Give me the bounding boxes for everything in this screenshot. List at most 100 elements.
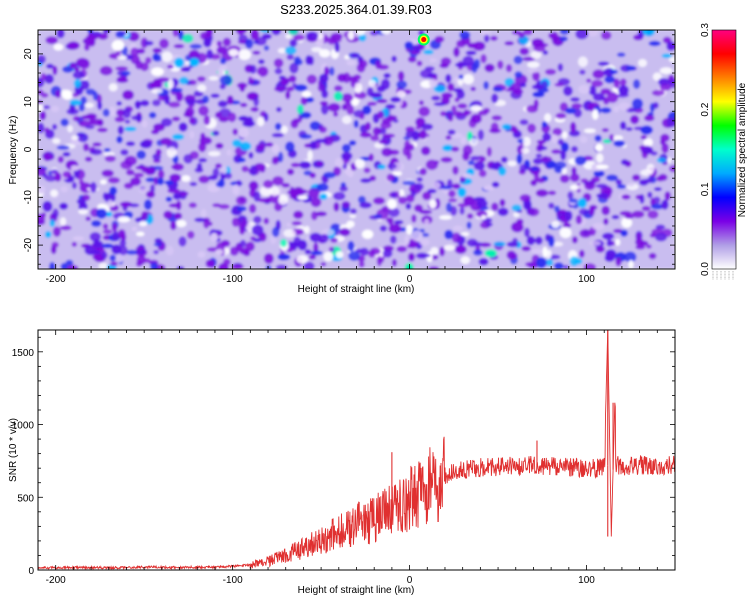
heatmap-cell: [521, 245, 531, 252]
heatmap-cell: [347, 30, 355, 40]
heatmap-x-label: Height of straight line (km): [298, 284, 415, 295]
heatmap-cell: [296, 255, 309, 264]
heatmap-cell: [480, 54, 487, 64]
heatmap-cell: [218, 178, 225, 188]
heatmap-cell: [90, 181, 97, 193]
heatmap-cell: [592, 109, 599, 120]
heatmap-cell: [572, 236, 578, 244]
heatmap-cell: [364, 121, 372, 131]
heatmap-cell: [414, 204, 423, 213]
heatmap-cell: [579, 69, 586, 75]
heatmap-cell: [367, 101, 378, 107]
heatmap-cell: [587, 30, 599, 37]
x-tick-label: 0: [407, 575, 413, 586]
heatmap-cell: [532, 91, 545, 98]
heatmap-cell: [112, 230, 120, 242]
heatmap-cell: [498, 166, 507, 176]
heatmap-cell: [650, 203, 664, 210]
heatmap-cell: [172, 192, 182, 200]
heatmap-cell: [223, 258, 231, 266]
chart-title: S233.2025.364.01.39.R03: [280, 2, 432, 17]
heatmap-cell: [445, 135, 452, 140]
heatmap-cell: [210, 93, 220, 99]
heatmap-cell: [235, 30, 248, 34]
heatmap-cell: [101, 169, 114, 178]
heatmap-cell: [285, 90, 291, 100]
heatmap-cell: [470, 86, 477, 92]
heatmap-cell: [419, 238, 430, 246]
heatmap-cell: [538, 146, 548, 151]
heatmap-cell: [288, 30, 299, 36]
heatmap-cell: [237, 157, 246, 163]
heatmap-cell: [293, 236, 302, 245]
heatmap-cell: [178, 122, 188, 132]
heatmap-cell: [448, 198, 458, 203]
heatmap-cell: [418, 106, 431, 117]
heatmap-cell: [221, 166, 228, 175]
x-tick-label: -100: [223, 575, 243, 586]
heatmap-cell: [548, 236, 555, 248]
heatmap-cell: [246, 116, 254, 128]
heatmap-cell: [125, 169, 135, 176]
heatmap-cell: [440, 185, 453, 190]
heatmap-cell: [124, 155, 138, 166]
heatmap-cell: [283, 229, 296, 238]
heatmap-cell: [323, 251, 334, 262]
heatmap-cell: [429, 199, 437, 209]
heatmap-cell: [271, 226, 280, 238]
heatmap-cell: [65, 264, 79, 269]
heatmap-cell: [294, 84, 308, 92]
heatmap-cell: [305, 31, 319, 41]
heatmap-cell: [442, 144, 454, 152]
heatmap-cell: [555, 112, 567, 120]
heatmap-cell: [317, 83, 326, 93]
heatmap-cell: [625, 127, 633, 132]
heatmap-cell: [419, 228, 425, 233]
heatmap-cell: [551, 221, 560, 229]
heatmap-cell: [257, 116, 265, 127]
heatmap-cell: [485, 222, 493, 227]
heatmap-cell: [205, 259, 215, 268]
heatmap-cell: [368, 79, 376, 87]
heatmap-cell: [116, 254, 124, 263]
heatmap-cell: [595, 183, 608, 189]
heatmap-cell: [613, 78, 620, 89]
heatmap-cell: [189, 150, 200, 160]
heatmap-cell: [510, 221, 524, 233]
heatmap-cell: [568, 198, 578, 204]
heatmap-cell: [532, 71, 540, 82]
heatmap-cell: [551, 134, 558, 144]
heatmap-cell: [197, 251, 206, 258]
heatmap-cell: [640, 125, 653, 135]
y-tick-label: 500: [17, 493, 34, 504]
heatmap-cell: [311, 47, 323, 53]
x-tick-label: 100: [578, 575, 595, 586]
heatmap-cell: [594, 143, 604, 152]
heatmap-cell: [451, 105, 457, 113]
heatmap-cell: [434, 160, 440, 165]
heatmap-cell: [297, 195, 308, 200]
heatmap-cell: [119, 239, 127, 247]
heatmap-cell: [40, 73, 47, 81]
y-tick-label: 10: [23, 96, 34, 108]
heatmap-cell: [595, 245, 605, 253]
heatmap-cell: [600, 107, 612, 114]
heatmap-cell: [316, 183, 329, 192]
heatmap-cell: [404, 235, 410, 246]
heatmap-cell: [62, 171, 72, 178]
heatmap-cell: [648, 40, 661, 47]
heatmap-cell: [273, 58, 284, 68]
heatmap-cell: [218, 203, 230, 210]
heatmap-cell: [56, 30, 65, 39]
heatmap-cell: [140, 62, 149, 72]
heatmap-cell: [239, 239, 247, 248]
heatmap-cell: [248, 180, 259, 191]
heatmap-cell: [405, 224, 413, 235]
heatmap-cell: [51, 241, 59, 248]
heatmap-cell: [219, 74, 233, 86]
heatmap-cell: [254, 36, 267, 46]
heatmap-cell: [276, 106, 282, 113]
heatmap-cell: [526, 104, 539, 113]
heatmap-cell: [216, 46, 228, 55]
heatmap-cell: [557, 63, 564, 72]
